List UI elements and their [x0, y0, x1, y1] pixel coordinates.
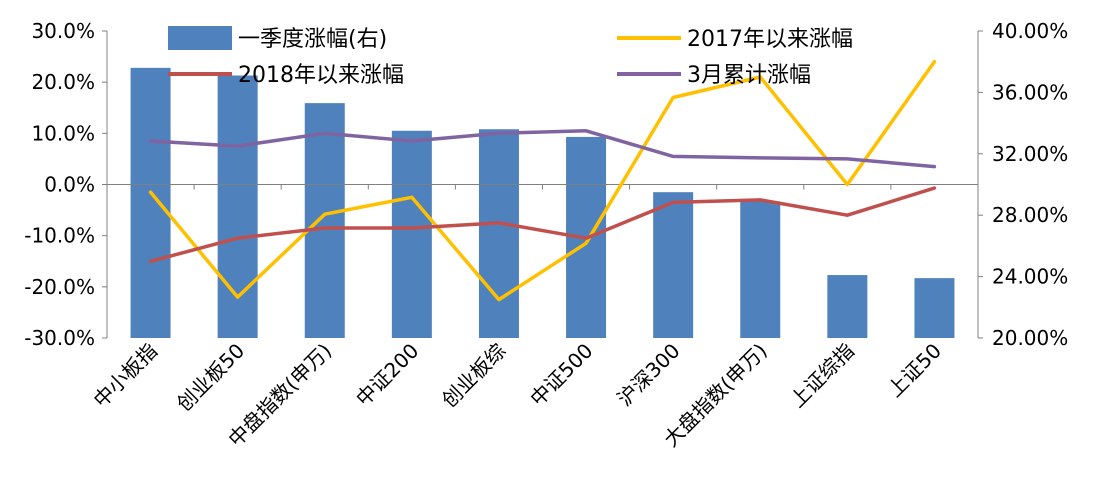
category-label: 上证综指 — [785, 339, 859, 413]
right-axis-ticks: 40.00% 36.00% 32.00% 28.00% 24.00% 20.00% — [992, 19, 1068, 350]
legend-label: 2017年以来涨幅 — [687, 27, 853, 52]
bar — [740, 201, 781, 338]
category-label: 创业板50 — [172, 339, 249, 416]
legend-item: 2017年以来涨幅 — [617, 27, 853, 52]
left-tick-label: 20.0% — [31, 70, 95, 94]
left-tick-label: 10.0% — [31, 121, 95, 145]
right-tick-label: 28.00% — [992, 203, 1068, 227]
left-tick-label: 30.0% — [31, 19, 95, 43]
category-label: 上证50 — [883, 339, 946, 402]
left-tick-label: -30.0% — [24, 326, 95, 350]
bar — [217, 75, 258, 338]
category-label: 创业板综 — [437, 339, 511, 413]
axes — [102, 30, 983, 339]
bar — [304, 103, 345, 339]
category-label: 中证200 — [351, 339, 423, 411]
line-2017年以来涨幅 — [148, 59, 937, 302]
right-tick-label: 32.00% — [992, 142, 1068, 166]
legend-item: 2018年以来涨幅 — [168, 63, 404, 88]
right-tick-label: 36.00% — [992, 80, 1068, 104]
category-label: 中小板指 — [89, 339, 163, 413]
left-tick-label: -20.0% — [24, 275, 95, 299]
line-2018年以来涨幅 — [148, 186, 937, 264]
bar-series — [130, 67, 955, 339]
left-tick-label: -10.0% — [24, 224, 95, 248]
right-tick-label: 20.00% — [992, 326, 1068, 350]
legend: 一季度涨幅(右) 2017年以来涨幅 2018年以来涨幅 3月累计涨幅 — [168, 26, 853, 88]
right-tick-label: 40.00% — [992, 19, 1068, 43]
legend-label: 2018年以来涨幅 — [238, 63, 404, 88]
bar — [130, 67, 171, 338]
legend-item: 3月累计涨幅 — [617, 63, 811, 88]
legend-item: 一季度涨幅(右) — [168, 26, 387, 52]
bar — [653, 192, 694, 338]
bar — [827, 275, 868, 338]
line-series — [148, 59, 937, 302]
left-tick-label: 0.0% — [44, 173, 95, 197]
category-label: 中证500 — [525, 339, 597, 411]
legend-swatch — [168, 26, 232, 50]
legend-label: 一季度涨幅(右) — [238, 27, 387, 52]
bar — [391, 130, 432, 338]
bar — [914, 278, 955, 338]
bar — [478, 129, 519, 338]
category-label: 沪深300 — [612, 339, 684, 411]
line-3月累计涨幅 — [148, 129, 937, 169]
right-tick-label: 24.00% — [992, 265, 1068, 289]
left-axis-ticks: 30.0% 20.0% 10.0% 0.0% -10.0% -20.0% -30.0% — [24, 19, 95, 350]
legend-label: 3月累计涨幅 — [687, 63, 811, 88]
